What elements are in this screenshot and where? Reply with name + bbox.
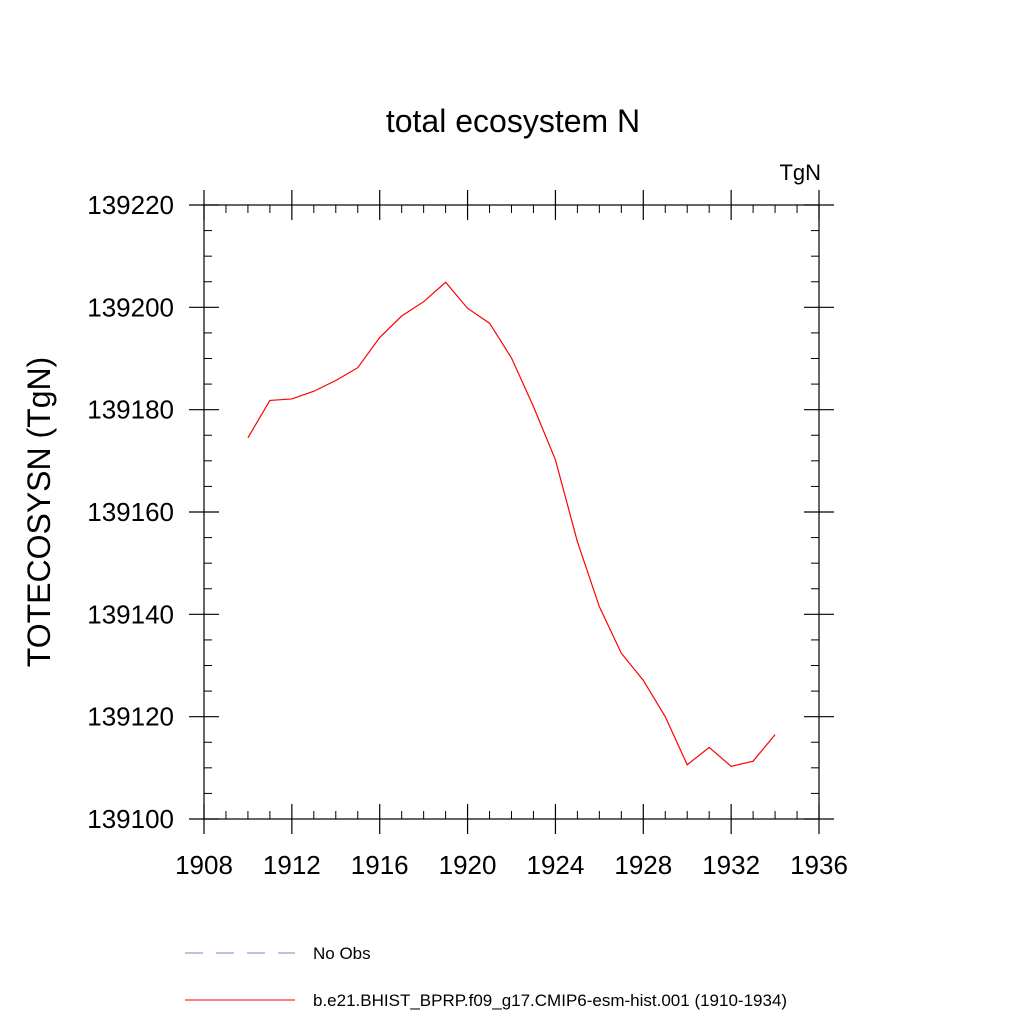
x-tick-label: 1916 [351, 850, 409, 880]
chart-title: total ecosystem N [386, 103, 640, 139]
x-tick-label: 1924 [527, 850, 585, 880]
legend: No Obs b.e21.BHIST_BPRP.f09_g17.CMIP6-esm… [185, 944, 787, 1010]
legend-label: b.e21.BHIST_BPRP.f09_g17.CMIP6-esm-hist.… [313, 991, 787, 1010]
series-line [247, 281, 776, 767]
tick-labels-layer: 1908 1912 1916 1920 1924 1928 1932 1936 139100 13… [87, 190, 848, 880]
y-tick-label: 139200 [87, 292, 174, 322]
x-tick-label: 1912 [263, 850, 321, 880]
y-tick-label: 139220 [87, 190, 174, 220]
x-tick-label: 1920 [439, 850, 497, 880]
y-tick-label: 139160 [87, 497, 174, 527]
y-axis-label: TOTECOSYSN (TgN) [21, 357, 57, 668]
x-tick-label: 1928 [614, 850, 672, 880]
y-tick-label: 139120 [87, 702, 174, 732]
x-tick-label: 1932 [702, 850, 760, 880]
legend-label: No Obs [313, 944, 371, 963]
x-tick-label: 1936 [790, 850, 848, 880]
units-label: TgN [779, 160, 821, 185]
y-tick-label: 139140 [87, 599, 174, 629]
series-layer [247, 281, 776, 767]
plot-frame [203, 204, 820, 820]
y-tick-label: 139100 [87, 804, 174, 834]
y-tick-label: 139180 [87, 395, 174, 425]
x-tick-label: 1908 [175, 850, 233, 880]
ticks-layer [189, 190, 834, 834]
